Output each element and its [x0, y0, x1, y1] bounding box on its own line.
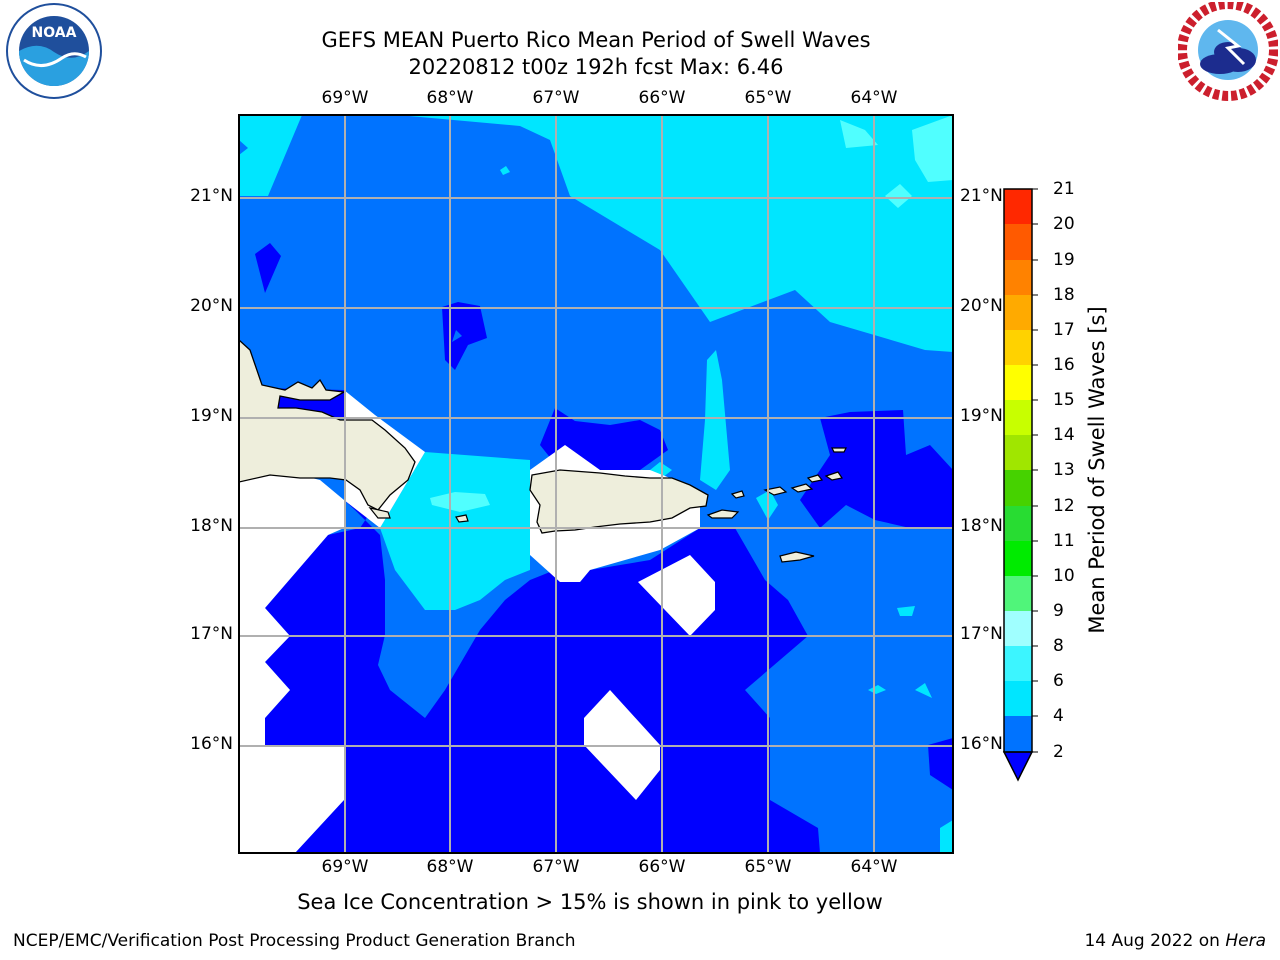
colorbar-label: 18 [1053, 285, 1075, 305]
lat-tick-right: 16°N [960, 734, 1003, 754]
lon-tick-top: 64°W [850, 88, 898, 108]
date-text: 14 Aug 2022 on Hera [1084, 931, 1266, 951]
credit-text: NCEP/EMC/Verification Post Processing Pr… [13, 931, 576, 951]
colorbar-label: 16 [1053, 355, 1075, 375]
lon-tick-bottom: 68°W [426, 857, 474, 877]
lat-tick-right: 21°N [960, 186, 1003, 206]
map-gridlines [239, 115, 953, 853]
lat-tick-right: 17°N [960, 624, 1003, 644]
contour-4-6-mona [380, 452, 530, 610]
colorbar-label: 8 [1053, 636, 1064, 656]
colorbar-label: 15 [1053, 390, 1075, 410]
colorbar-label: 21 [1053, 179, 1075, 199]
lat-tick-right: 19°N [960, 406, 1003, 426]
colorbar-label: 2 [1053, 742, 1064, 762]
contour-4-6-nw [239, 115, 302, 196]
lon-tick-bottom: 69°W [321, 857, 369, 877]
lon-tick-top: 67°W [532, 88, 580, 108]
colorbar-label: 20 [1053, 214, 1075, 234]
colorbar-label: 19 [1053, 250, 1075, 270]
lon-tick-bottom: 65°W [744, 857, 792, 877]
noaa-logo-text: NOAA [32, 25, 77, 41]
colorbar-title: Mean Period of Swell Waves [s] [1085, 306, 1109, 634]
colorbar-label: 13 [1053, 460, 1075, 480]
lon-tick-top: 66°W [638, 88, 686, 108]
colorbar-label: 14 [1053, 425, 1075, 445]
colorbar-label: 4 [1053, 706, 1064, 726]
machine-name: Hera [1225, 931, 1266, 951]
lat-tick-left: 16°N [190, 734, 233, 754]
sea-ice-note: Sea Ice Concentration > 15% is shown in … [297, 890, 883, 914]
lon-tick-top: 65°W [744, 88, 792, 108]
nws-logo-icon [1178, 2, 1278, 101]
land-puerto-rico [529, 469, 709, 534]
lat-tick-right: 20°N [960, 296, 1003, 316]
lon-tick-bottom: 66°W [638, 857, 686, 877]
lat-tick-left: 20°N [190, 296, 233, 316]
colorbar-label: 10 [1053, 566, 1075, 586]
lon-tick-bottom: 67°W [532, 857, 580, 877]
colorbar-label: 17 [1053, 320, 1075, 340]
colorbar [1002, 188, 1038, 782]
lat-tick-left: 21°N [190, 186, 233, 206]
lon-tick-top: 69°W [321, 88, 369, 108]
lat-tick-left: 17°N [190, 624, 233, 644]
colorbar-label: 12 [1053, 496, 1075, 516]
land-st-croix [779, 551, 815, 563]
chart-subtitle: 20220812 t00z 192h fcst Max: 6.46 [408, 55, 784, 79]
map-frame [238, 114, 954, 854]
noaa-logo-icon: NOAA [6, 3, 102, 99]
lat-tick-left: 19°N [190, 406, 233, 426]
colorbar-label: 11 [1053, 531, 1075, 551]
lon-tick-top: 68°W [426, 88, 474, 108]
chart-title: GEFS MEAN Puerto Rico Mean Period of Swe… [321, 28, 871, 52]
contour-4-6-ne [398, 115, 953, 352]
colorbar-label: 6 [1053, 671, 1064, 691]
lat-tick-right: 18°N [960, 516, 1003, 536]
lon-tick-bottom: 64°W [850, 857, 898, 877]
contour-0-2-patch [255, 243, 281, 293]
no-data-west [239, 460, 344, 853]
colorbar-label: 9 [1053, 601, 1064, 621]
lat-tick-left: 18°N [190, 516, 233, 536]
